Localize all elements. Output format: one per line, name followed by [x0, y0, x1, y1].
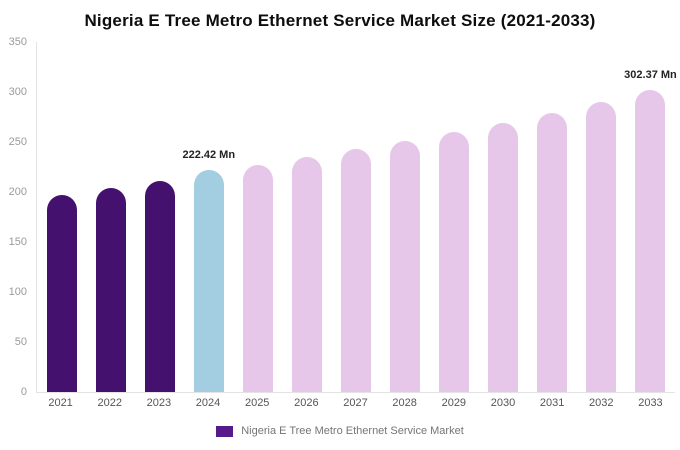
bar-series: 222.42 Mn 302.37 Mn — [37, 42, 677, 392]
bar-2025 — [242, 165, 273, 392]
bar-slot-2025 — [233, 42, 282, 392]
bar-2024 — [193, 169, 224, 392]
legend: Nigeria E Tree Metro Ethernet Service Ma… — [0, 425, 680, 437]
bar-slot-2026 — [282, 42, 331, 392]
bar-2028 — [390, 141, 421, 392]
bar-value-label-2033: 302.37 Mn — [624, 68, 677, 81]
x-axis-label-2027: 2027 — [343, 397, 368, 409]
x-axis-label-2026: 2026 — [294, 397, 319, 409]
bar-slot-2023 — [135, 42, 184, 392]
y-axis-tick-0: 0 — [20, 386, 27, 398]
bar-slot-2029 — [430, 42, 479, 392]
x-axis-label-2033: 2033 — [638, 397, 663, 409]
bar-slot-2027 — [331, 42, 380, 392]
legend-label: Nigeria E Tree Metro Ethernet Service Ma… — [241, 425, 464, 437]
bar-2032 — [586, 102, 617, 392]
x-axis-label-2030: 2030 — [490, 397, 516, 409]
bar-slot-2032 — [577, 42, 626, 392]
chart-title: Nigeria E Tree Metro Ethernet Service Ma… — [84, 11, 596, 30]
x-axis-label-2031: 2031 — [539, 397, 565, 409]
x-axis-label-2022: 2022 — [97, 397, 122, 409]
bar-2029 — [439, 132, 470, 392]
bar-slot-2022 — [86, 42, 135, 392]
y-axis-tick-300: 300 — [8, 86, 27, 98]
bar-2031 — [537, 113, 568, 392]
y-axis-tick-150: 150 — [8, 236, 27, 248]
x-axis-label-2028: 2028 — [392, 397, 417, 409]
x-axis-label-2032: 2032 — [589, 397, 614, 409]
bar-slot-2031 — [528, 42, 577, 392]
x-axis-label-2023: 2023 — [146, 397, 172, 409]
y-axis-tick-250: 250 — [8, 136, 27, 148]
bar-2021 — [46, 195, 77, 392]
y-axis-tick-50: 50 — [14, 336, 27, 348]
plot-area: 222.42 Mn 302.37 Mn — [36, 42, 677, 393]
y-axis-tick-350: 350 — [8, 36, 27, 48]
bar-2027 — [341, 149, 371, 392]
x-axis-label-2024: 2024 — [195, 397, 221, 409]
y-axis: 0 50 100 150 200 250 300 350 — [0, 36, 31, 398]
y-axis-tick-100: 100 — [8, 286, 27, 298]
bar-2030 — [488, 123, 519, 392]
bar-slot-2024: 222.42 Mn — [182, 42, 236, 392]
bar-slot-2030 — [479, 42, 528, 392]
legend-swatch-icon — [216, 425, 234, 437]
bar-slot-2033: 302.37 Mn — [624, 42, 677, 392]
bar-2023 — [144, 181, 175, 392]
y-axis-tick-200: 200 — [8, 186, 27, 198]
x-axis-label-2021: 2021 — [48, 397, 73, 409]
bar-slot-2021 — [37, 42, 86, 392]
bar-slot-2028 — [381, 42, 430, 392]
x-axis-label-2025: 2025 — [244, 397, 270, 409]
bar-value-label-2024: 222.42 Mn — [182, 148, 236, 161]
bar-2033 — [635, 89, 666, 392]
bar-2026 — [291, 157, 322, 392]
bar-2022 — [95, 188, 126, 392]
x-axis: 2021 2022 2023 2024 2025 2026 2027 2028 2029 2030… — [36, 397, 675, 409]
x-axis-label-2029: 2029 — [441, 397, 467, 409]
